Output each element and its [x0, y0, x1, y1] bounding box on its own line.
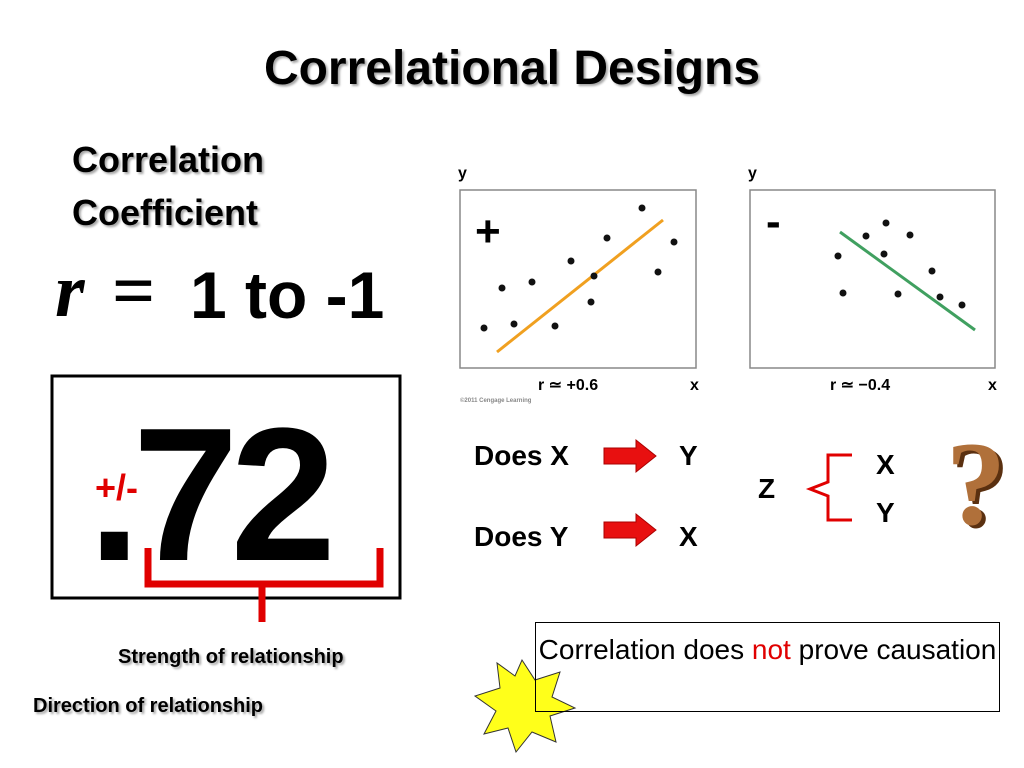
callout-text: prove causation	[798, 634, 997, 665]
star	[473, 658, 577, 754]
brace	[805, 453, 852, 522]
credit: ©2011 Cengage Learning	[460, 397, 532, 404]
cause: Does X	[474, 440, 569, 471]
callout-text: Correlation does	[538, 634, 745, 665]
heading-line: Coefficient	[72, 192, 258, 233]
trend-line	[839, 230, 976, 332]
effect: X	[679, 521, 698, 552]
plot-frame	[749, 189, 996, 369]
example-value: .72	[88, 389, 329, 601]
note: Direction of relationship	[33, 695, 263, 717]
callout-emphasis: not	[751, 634, 791, 665]
arrow	[603, 512, 657, 548]
third-variable: Z	[758, 473, 775, 504]
cause: Does Y	[474, 521, 569, 552]
range: 1 to -1	[190, 258, 384, 332]
axis-label: y	[458, 165, 467, 182]
effect: Y	[876, 497, 895, 528]
plot-sign: +	[475, 207, 501, 256]
equals: =	[112, 249, 155, 333]
axis-label: x	[690, 377, 699, 394]
arrow	[603, 438, 657, 474]
caption: r ≃ −0.4	[830, 377, 890, 394]
axis-label: y	[748, 165, 757, 182]
title: Correlational Designs	[264, 42, 760, 95]
question-mark: ?	[946, 417, 1006, 550]
symbol: r	[55, 249, 86, 333]
callout: Correlation does not prove causation	[535, 622, 1000, 712]
sign-label: +/-	[95, 467, 138, 508]
value-box	[50, 374, 402, 600]
points	[480, 204, 678, 332]
plot-sign: -	[766, 197, 781, 246]
effect: X	[876, 449, 895, 480]
plot-frame	[459, 189, 697, 369]
heading-line: Correlation	[72, 139, 264, 180]
points	[834, 219, 966, 309]
caption: r ≃ +0.6	[538, 377, 598, 394]
trend-line	[496, 218, 664, 354]
question-shadow: ?	[950, 420, 1010, 553]
axis-label: x	[988, 377, 997, 394]
brace	[144, 548, 384, 622]
note: Strength of relationship	[118, 646, 344, 668]
effect: Y	[679, 440, 698, 471]
